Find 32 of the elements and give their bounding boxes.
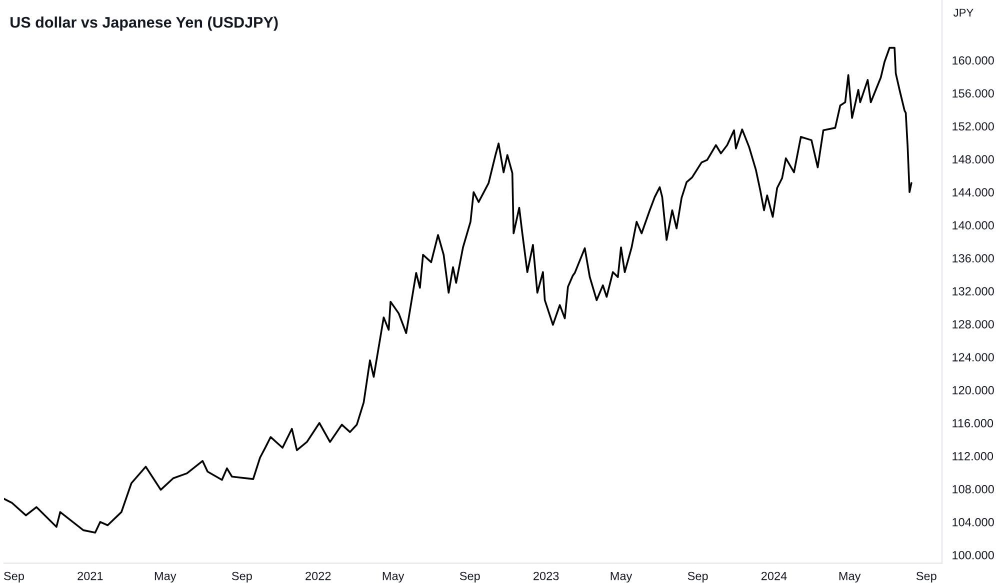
y-tick-label: 156.000: [952, 89, 994, 98]
x-tick-label: 2024: [761, 572, 787, 580]
y-tick-label: 132.000: [952, 287, 994, 296]
y-tick-label: 108.000: [952, 485, 994, 494]
y-tick-label: 124.000: [952, 353, 994, 362]
y-tick-label: 152.000: [952, 122, 994, 131]
x-tick-label: 2021: [78, 572, 103, 580]
y-tick-label: 144.000: [952, 188, 994, 197]
x-tick-label: Sep: [688, 572, 708, 583]
y-tick-label: 112.000: [952, 452, 994, 460]
y-tick-label: 148.000: [952, 155, 994, 164]
x-tick-label: 2023: [534, 572, 559, 580]
y-tick-label: 128.000: [952, 320, 994, 328]
x-tick-label: May: [610, 572, 632, 583]
x-tick-label: Sep: [460, 572, 480, 583]
x-tick-label: May: [154, 572, 176, 583]
y-tick-label: 116.000: [952, 419, 994, 428]
x-tick-label: May: [382, 572, 404, 583]
x-tick-label: Sep: [916, 572, 936, 583]
y-tick-label: 120.000: [952, 386, 994, 394]
x-tick-label: Sep: [4, 572, 24, 583]
text: US dollar vs Japanese Yen (USDJPY): [10, 16, 278, 31]
y-tick-label: 140.000: [952, 221, 994, 230]
x-tick-label: May: [839, 572, 861, 583]
x-tick-label: Sep: [232, 572, 252, 583]
y-tick-label: 160.000: [952, 56, 994, 65]
x-tick-label: 2022: [306, 572, 331, 580]
y-axis-title: JPY: [953, 8, 974, 17]
y-tick-label: 104.000: [952, 518, 994, 526]
line-series: [4, 46, 912, 534]
y-tick-label: 100.000: [952, 550, 994, 560]
y-tick-label: 136.000: [952, 254, 994, 262]
